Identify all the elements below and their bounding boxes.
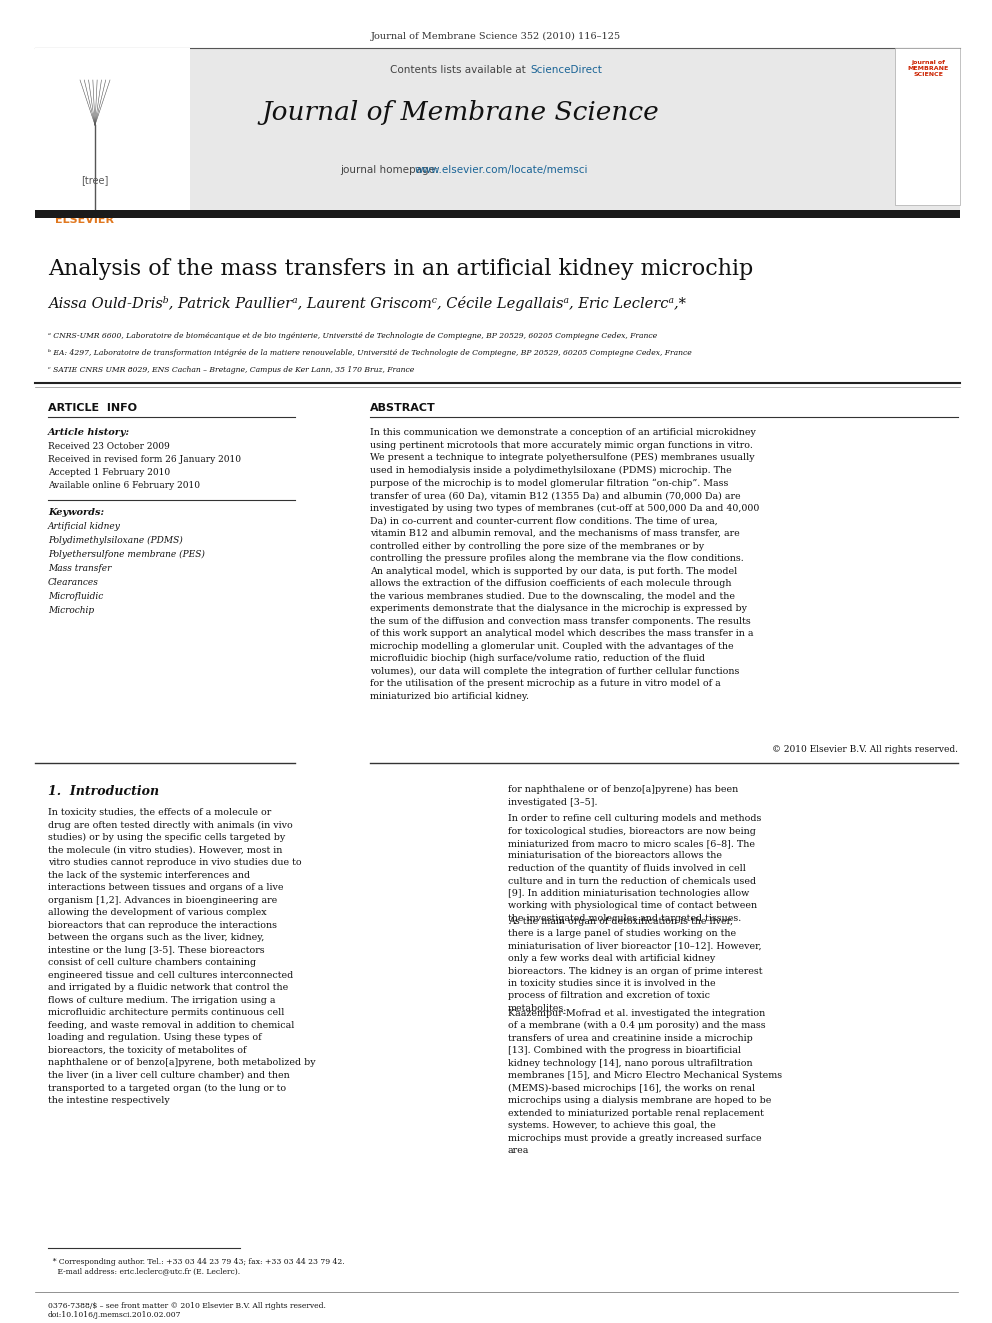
Text: Polydimethylsiloxane (PDMS): Polydimethylsiloxane (PDMS) [48,536,183,545]
Text: journal of
MEMBRANE
SCIENCE: journal of MEMBRANE SCIENCE [908,60,948,78]
Text: Available online 6 February 2010: Available online 6 February 2010 [48,482,200,490]
Text: Analysis of the mass transfers in an artificial kidney microchip: Analysis of the mass transfers in an art… [48,258,753,280]
Text: © 2010 Elsevier B.V. All rights reserved.: © 2010 Elsevier B.V. All rights reserved… [772,745,958,754]
Bar [35,210,960,218]
Text: ᶜ SATIE CNRS UMR 8029, ENS Cachan – Bretagne, Campus de Ker Lann, 35 170 Bruz, F: ᶜ SATIE CNRS UMR 8029, ENS Cachan – Bret… [48,366,415,374]
Text: Journal of Membrane Science: Journal of Membrane Science [261,101,659,124]
Text: Mass transfer: Mass transfer [48,564,111,573]
Text: Kaazempur-Mofrad et al. investigated the integration
of a membrane (with a 0.4 μ: Kaazempur-Mofrad et al. investigated the… [508,1008,782,1155]
Text: As the main organ of detoxification is the liver,
there is a large panel of stud: As the main organ of detoxification is t… [508,917,763,1013]
Text: ᵃ CNRS-UMR 6600, Laboratoire de biomécanique et de bio ingénierie, Université de: ᵃ CNRS-UMR 6600, Laboratoire de biomécan… [48,332,657,340]
Text: Clearances: Clearances [48,578,99,587]
Text: journal homepage:: journal homepage: [340,165,441,175]
Text: Microchip: Microchip [48,606,94,615]
Text: Received 23 October 2009: Received 23 October 2009 [48,442,170,451]
Text: Contents lists available at: Contents lists available at [391,65,530,75]
Text: 1.  Introduction: 1. Introduction [48,785,159,798]
Text: * Corresponding author. Tel.: +33 03 44 23 79 43; fax: +33 03 44 23 79 42.
    E: * Corresponding author. Tel.: +33 03 44 … [48,1258,344,1275]
Text: ELSEVIER: ELSEVIER [55,216,114,225]
Text: Artificial kidney: Artificial kidney [48,523,121,531]
Text: In order to refine cell culturing models and methods
for toxicological studies, : In order to refine cell culturing models… [508,814,762,923]
Text: ᵇ EA: 4297, Laboratoire de transformation intégrée de la matiere renouvelable, U: ᵇ EA: 4297, Laboratoire de transformatio… [48,349,691,357]
Text: ScienceDirect: ScienceDirect [530,65,602,75]
Text: Journal of Membrane Science 352 (2010) 116–125: Journal of Membrane Science 352 (2010) 1… [371,32,621,41]
Text: Microfluidic: Microfluidic [48,591,103,601]
Text: ABSTRACT: ABSTRACT [370,404,435,413]
Text: for naphthalene or of benzo[a]pyrene) has been
investigated [3–5].: for naphthalene or of benzo[a]pyrene) ha… [508,785,738,807]
Bar [35,48,960,210]
Text: Aissa Ould-Drisᵇ, Patrick Paullierᵃ, Laurent Griscomᶜ, Cécile Legallaisᵃ, Eric L: Aissa Ould-Drisᵇ, Patrick Paullierᵃ, Lau… [48,296,686,311]
Text: Keywords:: Keywords: [48,508,104,517]
Bar [895,48,960,205]
Text: Article history:: Article history: [48,429,130,437]
Text: In toxicity studies, the effects of a molecule or
drug are often tested directly: In toxicity studies, the effects of a mo… [48,808,315,1105]
Text: www.elsevier.com/locate/memsci: www.elsevier.com/locate/memsci [415,165,588,175]
Text: ARTICLE  INFO: ARTICLE INFO [48,404,137,413]
Text: [tree]: [tree] [81,175,109,185]
Text: In this communication we demonstrate a conception of an artificial microkidney
u: In this communication we demonstrate a c… [370,429,759,701]
Text: Accepted 1 February 2010: Accepted 1 February 2010 [48,468,170,478]
Text: Received in revised form 26 January 2010: Received in revised form 26 January 2010 [48,455,241,464]
Text: 0376-7388/$ – see front matter © 2010 Elsevier B.V. All rights reserved.
doi:10.: 0376-7388/$ – see front matter © 2010 El… [48,1302,326,1319]
Text: Polyethersulfone membrane (PES): Polyethersulfone membrane (PES) [48,550,205,560]
Bar [35,48,190,210]
